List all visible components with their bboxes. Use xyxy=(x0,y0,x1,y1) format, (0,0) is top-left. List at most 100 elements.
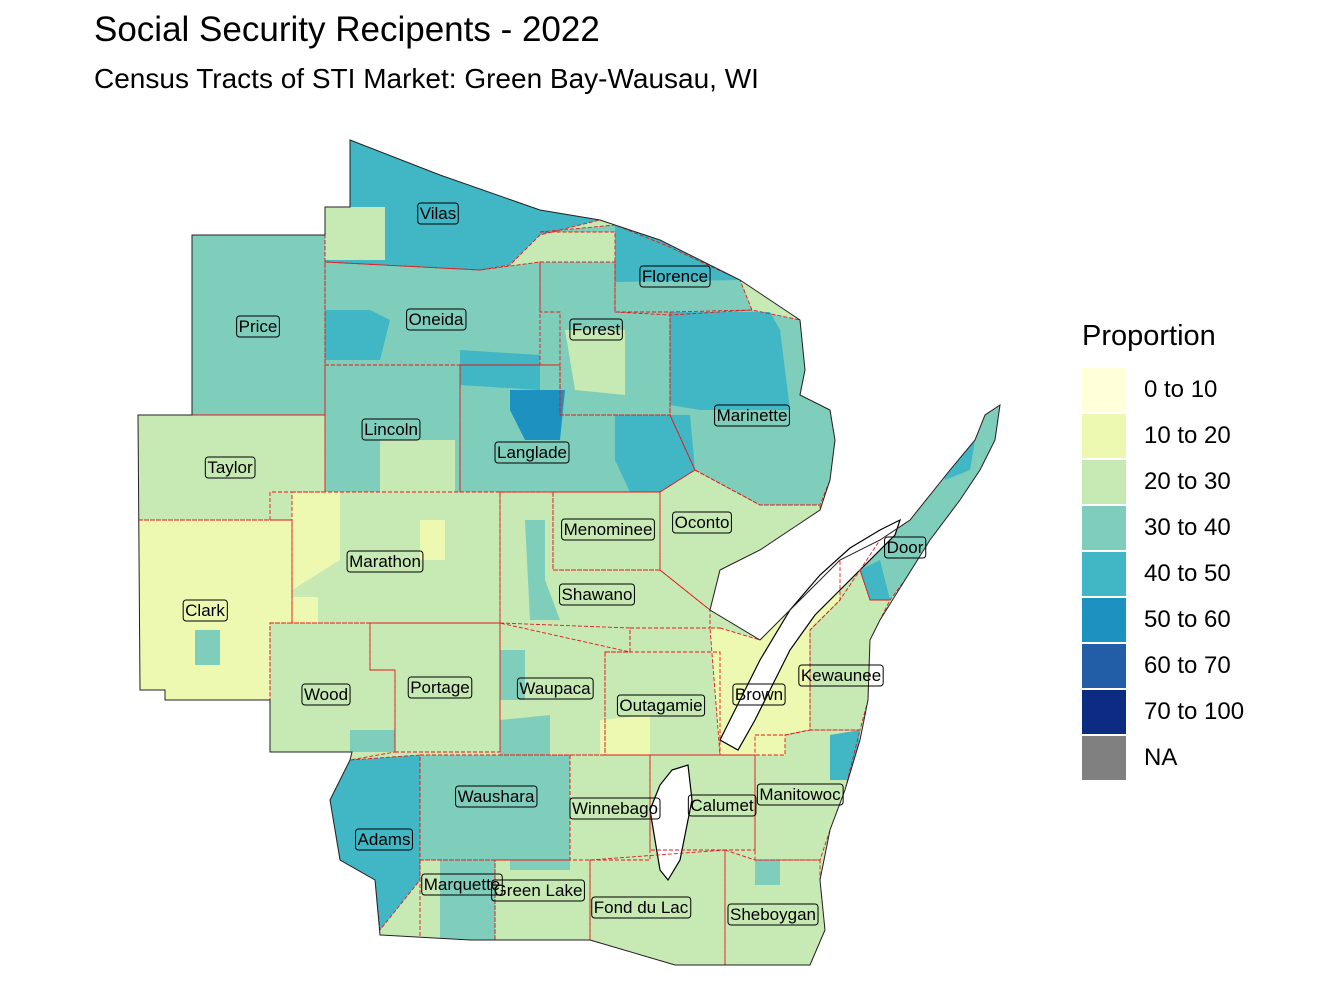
county-boundary xyxy=(499,491,711,653)
county-label-waushara: Waushara xyxy=(455,785,538,808)
county-boundary xyxy=(539,224,753,316)
county-boundary xyxy=(569,754,651,861)
county-label-florence: Florence xyxy=(639,265,711,288)
green-bay-water xyxy=(719,518,902,751)
tract-patch xyxy=(860,560,890,600)
county-boundary xyxy=(419,859,496,941)
tract-patch xyxy=(615,225,740,282)
county-label-text: Clark xyxy=(185,601,225,620)
county-label-calumet: Calumet xyxy=(687,794,757,817)
tract-patch xyxy=(380,440,455,492)
county-label-shawano: Shawano xyxy=(559,583,635,606)
legend-swatch xyxy=(1082,506,1126,550)
county-fond-du-lac xyxy=(590,850,725,965)
legend: Proportion 0 to 10 10 to 20 20 to 30 30 to … xyxy=(1082,320,1244,781)
county-label-clark: Clark xyxy=(182,599,228,622)
county-label-text: Forest xyxy=(572,320,620,339)
county-label-lincoln: Lincoln xyxy=(361,418,421,441)
tract-patch xyxy=(290,597,318,623)
county-label-marquette: Marquette xyxy=(421,873,503,896)
county-label-text: Outagamie xyxy=(619,696,702,715)
legend-label: 70 to 100 xyxy=(1144,698,1245,725)
legend-item: 70 to 100 xyxy=(1082,689,1244,735)
legend-label: 30 to 40 xyxy=(1144,514,1231,541)
county-label-text: Taylor xyxy=(207,458,253,477)
legend-title: Proportion xyxy=(1082,320,1216,352)
legend-swatch xyxy=(1082,644,1126,688)
county-label-text: Kewaunee xyxy=(801,666,881,685)
county-label-sheboygan: Sheboygan xyxy=(727,903,819,926)
county-label-brown: Brown xyxy=(732,683,786,706)
county-label-winnebago: Winnebago xyxy=(569,797,661,820)
legend-item: 30 to 40 xyxy=(1082,505,1244,551)
county-label-marinette: Marinette xyxy=(714,404,790,427)
map-title: Social Security Recipents - 2022 xyxy=(94,10,600,49)
tract-patch xyxy=(755,860,780,885)
county-label-text: Waupaca xyxy=(519,679,591,698)
tract-patch xyxy=(350,730,395,752)
legend-item: 40 to 50 xyxy=(1082,551,1244,597)
county-label-text: Langlade xyxy=(497,443,567,462)
legend-label: 20 to 30 xyxy=(1144,468,1231,495)
county-boundary xyxy=(754,729,861,861)
county-label-langlade: Langlade xyxy=(494,441,570,464)
legend-swatch xyxy=(1082,598,1126,642)
county-boundary xyxy=(649,754,756,851)
county-label-text: Lincoln xyxy=(364,420,418,439)
county-label-fond-du-lac: Fond du Lac xyxy=(591,896,692,919)
tract-patch xyxy=(525,520,560,620)
legend-items: 0 to 10 10 to 20 20 to 30 30 to 40 40 to 50 5… xyxy=(1082,367,1244,781)
legend-item: 0 to 10 xyxy=(1082,367,1244,413)
county-label-oneida: Oneida xyxy=(406,308,467,331)
legend-swatch xyxy=(1082,736,1126,780)
county-label-text: Manitowoc xyxy=(759,785,841,804)
tract-patch xyxy=(500,715,550,755)
county-label-text: Vilas xyxy=(420,204,457,223)
legend-label: 40 to 50 xyxy=(1144,560,1231,587)
map-subtitle: Census Tracts of STI Market: Green Bay-W… xyxy=(94,63,759,94)
county-label-text: Calumet xyxy=(690,796,754,815)
county-label-text: Shawano xyxy=(562,585,633,604)
county-label-text: Marinette xyxy=(717,406,788,425)
tract-patch xyxy=(510,390,565,440)
county-label-vilas: Vilas xyxy=(417,202,459,225)
county-wood xyxy=(270,623,395,760)
county-label-manitowoc: Manitowoc xyxy=(756,783,844,806)
legend-swatch xyxy=(1082,368,1126,412)
legend-swatch xyxy=(1082,460,1126,504)
county-label-text: Oneida xyxy=(409,310,464,329)
county-label-portage: Portage xyxy=(407,676,473,699)
county-boundary xyxy=(324,364,461,493)
tract-patch xyxy=(500,650,525,700)
county-label-text: Brown xyxy=(735,685,783,704)
county-winnebago xyxy=(570,755,650,860)
legend-label: 50 to 60 xyxy=(1144,606,1231,633)
legend-label: 0 to 10 xyxy=(1144,376,1218,403)
county-label-wood: Wood xyxy=(301,683,351,706)
water-layer xyxy=(649,518,902,882)
county-boundary-layer xyxy=(137,139,1001,966)
county-label-menominee: Menominee xyxy=(561,518,655,541)
legend-swatch xyxy=(1082,552,1126,596)
tract-patch xyxy=(600,715,650,755)
legend-label: NA xyxy=(1144,744,1178,771)
tract-patch xyxy=(325,310,390,360)
county-label-text: Florence xyxy=(642,267,708,286)
tract-patch xyxy=(565,330,625,395)
county-sheboygan xyxy=(725,850,825,965)
county-label-text: Door xyxy=(887,538,924,557)
county-label-text: Marquette xyxy=(424,875,501,894)
legend-item: 10 to 20 xyxy=(1082,413,1244,459)
county-label-waupaca: Waupaca xyxy=(516,677,594,700)
legend-swatch xyxy=(1082,690,1126,734)
county-label-text: Winnebago xyxy=(572,799,658,818)
county-price xyxy=(192,235,325,415)
legend-label: 60 to 70 xyxy=(1144,652,1231,679)
county-label-text: Oconto xyxy=(675,513,730,532)
legend-item: NA xyxy=(1082,735,1244,781)
county-label-text: Menominee xyxy=(564,520,653,539)
market-outline xyxy=(137,139,1001,966)
county-label-text: Sheboygan xyxy=(730,905,816,924)
tract-patch xyxy=(395,195,515,245)
